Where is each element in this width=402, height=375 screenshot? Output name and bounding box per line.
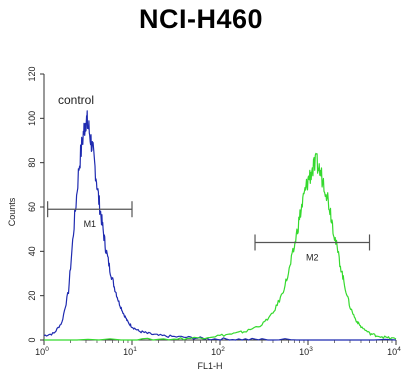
y-tick-label: 120 <box>27 66 37 81</box>
series <box>43 110 397 341</box>
chart-title: NCI-H460 <box>138 4 264 34</box>
y-tick-label: 100 <box>27 111 37 126</box>
gates: M1 M2 <box>47 201 371 262</box>
axes <box>43 74 396 341</box>
histogram-series-2 <box>44 152 397 341</box>
y-tick-label: 40 <box>27 246 37 256</box>
y-tick-label: 60 <box>27 202 37 212</box>
y-tick-label: 0 <box>27 337 37 342</box>
gate-label: M1 <box>84 219 97 229</box>
y-tick-label: 20 <box>27 291 37 301</box>
x-tick-label: 104 <box>387 346 401 357</box>
control-annotation: control <box>58 93 94 107</box>
y-ticks: 0 20 40 60 80 100 120 <box>27 66 44 343</box>
x-tick-label: 100 <box>35 346 49 357</box>
x-tick-label: 102 <box>211 346 225 357</box>
y-axis-title: Counts <box>7 197 17 226</box>
x-ticks: 100 101 102 103 104 <box>35 340 401 357</box>
gate-label: M2 <box>306 252 319 262</box>
x-tick-label: 103 <box>299 346 313 357</box>
y-tick-label: 80 <box>27 158 37 168</box>
x-axis-title: FL1-H <box>197 361 222 371</box>
x-tick-label: 101 <box>123 346 137 357</box>
histogram-series-1 <box>43 110 397 341</box>
